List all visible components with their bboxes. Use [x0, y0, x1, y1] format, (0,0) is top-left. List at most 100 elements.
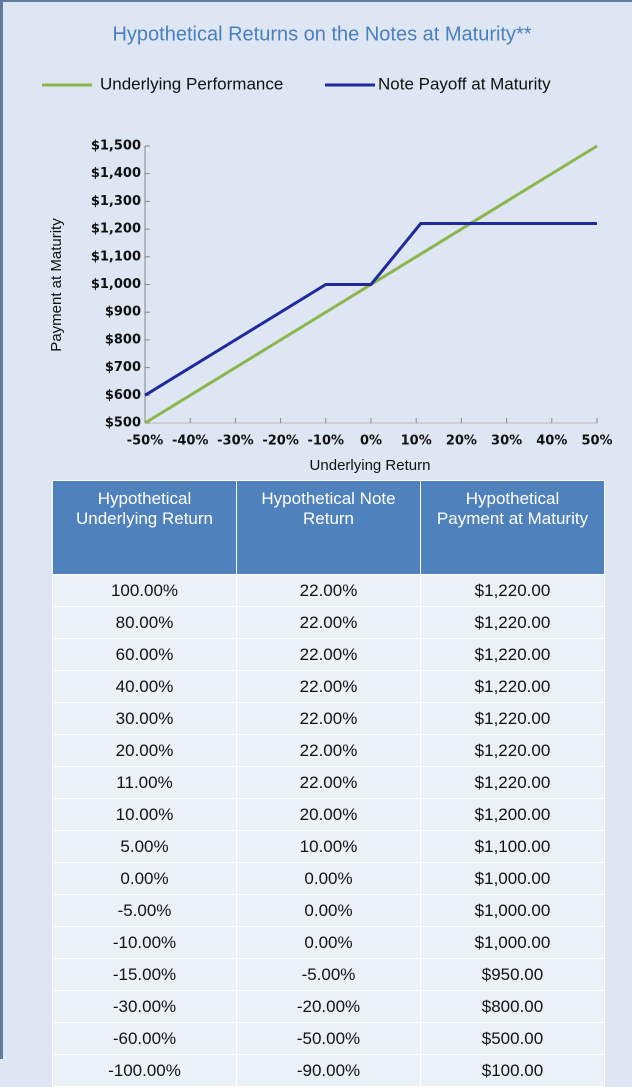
table-row: -30.00% -20.00% $800.00: [52, 990, 605, 1023]
table-cell: 10.00%: [52, 798, 237, 831]
x-tick-label: -50%: [127, 434, 164, 449]
table-cell: 5.00%: [52, 830, 237, 863]
table-row: 40.00% 22.00% $1,220.00: [52, 670, 605, 703]
table-cell: 0.00%: [236, 894, 421, 927]
table-cell: -100.00%: [52, 1054, 237, 1087]
x-tick-label: -10%: [308, 434, 345, 449]
table-cell: 30.00%: [52, 702, 237, 735]
legend-label: Underlying Performance: [100, 74, 283, 93]
series-line: [144, 222, 597, 397]
table-cell: -20.00%: [236, 990, 421, 1023]
x-tick-label: 30%: [491, 434, 522, 449]
table-row: 100.00% 22.00% $1,220.00: [52, 574, 605, 607]
y-tick-label: $800: [105, 332, 141, 347]
table: Hypothetical Underlying Return Hypothetic…: [52, 480, 605, 1087]
table-cell: $100.00: [420, 1054, 605, 1087]
table-cell: 22.00%: [236, 702, 421, 735]
table-cell: 22.00%: [236, 734, 421, 767]
table-cell: $1,220.00: [420, 766, 605, 799]
x-tick-label: -20%: [262, 434, 299, 449]
table-cell: 22.00%: [236, 574, 421, 607]
table-row: 0.00% 0.00% $1,000.00: [52, 862, 605, 895]
y-axis-label: Payment at Maturity: [48, 218, 65, 352]
table-row: 60.00% 22.00% $1,220.00: [52, 638, 605, 671]
y-tick-label: $500: [105, 416, 141, 431]
table-cell: -5.00%: [52, 894, 237, 927]
table-row: -100.00% -90.00% $100.00: [52, 1054, 605, 1087]
table-row: -10.00% 0.00% $1,000.00: [52, 926, 605, 959]
table-row: 20.00% 22.00% $1,220.00: [52, 734, 605, 767]
table-cell: 20.00%: [52, 734, 237, 767]
chart-title: Hypothetical Returns on the Notes at Mat…: [112, 23, 531, 45]
header-row: Hypothetical Underlying Return Hypothetic…: [52, 480, 605, 575]
table-cell: 100.00%: [52, 574, 237, 607]
y-tick-label: $700: [105, 360, 141, 375]
y-tick-label: $1,400: [91, 166, 141, 181]
table-cell: -50.00%: [236, 1022, 421, 1055]
table-cell: 60.00%: [52, 638, 237, 671]
table-cell: -90.00%: [236, 1054, 421, 1087]
x-tick-label: 10%: [401, 434, 432, 449]
table-cell: 80.00%: [52, 606, 237, 639]
y-tick-label: $1,200: [91, 222, 141, 237]
table-cell: 11.00%: [52, 766, 237, 799]
table-cell: $1,220.00: [420, 574, 605, 607]
y-tick-label: $900: [105, 305, 141, 320]
table-cell: -5.00%: [236, 958, 421, 991]
table-cell: $1,220.00: [420, 638, 605, 671]
table-cell: $1,000.00: [420, 894, 605, 927]
table-row: 10.00% 20.00% $1,200.00: [52, 798, 605, 831]
table-row: 80.00% 22.00% $1,220.00: [52, 606, 605, 639]
table-cell: -60.00%: [52, 1022, 237, 1055]
table-cell: $500.00: [420, 1022, 605, 1055]
table-cell: -30.00%: [52, 990, 237, 1023]
x-axis-label: Underlying Return: [310, 457, 431, 474]
y-tick-label: $1,000: [91, 277, 141, 292]
header-cell: Hypothetical Underlying Return: [52, 480, 237, 575]
y-tick-label: $1,100: [91, 249, 141, 264]
table-row: -15.00% -5.00% $950.00: [52, 958, 605, 991]
x-tick-label: 0%: [360, 434, 382, 449]
table-cell: $1,220.00: [420, 734, 605, 767]
table-cell: 0.00%: [236, 926, 421, 959]
table-cell: 20.00%: [236, 798, 421, 831]
table-row: -5.00% 0.00% $1,000.00: [52, 894, 605, 927]
y-tick-label: $600: [105, 388, 141, 403]
x-tick-label: -40%: [172, 434, 209, 449]
table-cell: $1,200.00: [420, 798, 605, 831]
chart: Hypothetical Returns on the Notes at Mat…: [42, 23, 613, 474]
x-tick-label: -30%: [217, 434, 254, 449]
table-cell: $950.00: [420, 958, 605, 991]
table-row: 11.00% 22.00% $1,220.00: [52, 766, 605, 799]
y-tick-label: $1,300: [91, 194, 141, 209]
table-body: 100.00% 22.00% $1,220.00 80.00% 22.00% $1,220…: [52, 574, 605, 1087]
table-cell: 10.00%: [236, 830, 421, 863]
table-cell: $1,000.00: [420, 926, 605, 959]
x-tick-label: 50%: [581, 434, 612, 449]
table-cell: 22.00%: [236, 638, 421, 671]
table-cell: $1,000.00: [420, 862, 605, 895]
table-cell: 22.00%: [236, 670, 421, 703]
x-tick-label: 40%: [536, 434, 567, 449]
table-cell: $1,100.00: [420, 830, 605, 863]
table-cell: -10.00%: [52, 926, 237, 959]
table-cell: $800.00: [420, 990, 605, 1023]
table-cell: $1,220.00: [420, 702, 605, 735]
table-cell: 0.00%: [52, 862, 237, 895]
frame: [0, 0, 632, 1059]
table-row: -60.00% -50.00% $500.00: [52, 1022, 605, 1055]
table-cell: 0.00%: [236, 862, 421, 895]
table-cell: 22.00%: [236, 766, 421, 799]
table-cell: $1,220.00: [420, 606, 605, 639]
table-cell: $1,220.00: [420, 670, 605, 703]
y-tick-label: $1,500: [91, 139, 141, 154]
legend-label: Note Payoff at Maturity: [378, 74, 551, 93]
table-row: 5.00% 10.00% $1,100.00: [52, 830, 605, 863]
header-cell: Hypothetical Note Return: [236, 480, 421, 575]
table-cell: 22.00%: [236, 606, 421, 639]
table-cell: 40.00%: [52, 670, 237, 703]
table-cell: -15.00%: [52, 958, 237, 991]
x-tick-label: 20%: [446, 434, 477, 449]
header-cell: Hypothetical Payment at Maturity: [420, 480, 605, 575]
